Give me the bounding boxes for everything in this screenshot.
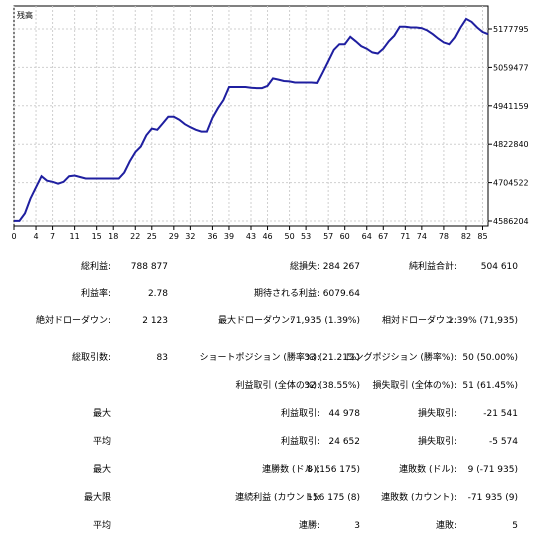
balance-chart: 残高 5177795505947749411594822840470452245… — [11, 5, 529, 241]
max-consecutive-wins-value: 8 (156 175) — [307, 465, 360, 475]
rel-drawdown-value: 1.39% (71,935) — [448, 316, 518, 326]
x-tick-label: 46 — [262, 232, 272, 241]
maximal-consecutive-loss-label: 連敗数 (カウント): — [381, 493, 457, 503]
max-drawdown-label: 最大ドローダウン: — [217, 316, 293, 326]
x-tick-label: 60 — [340, 232, 350, 241]
abs-drawdown-value: 2 123 — [142, 316, 168, 326]
x-axis-ticks: 0 4 7 11 15 18 22 25 29 32 36 39 43 46 50 53 57 60 64 67 71 7… — [11, 226, 488, 241]
maximal-consecutive-profit-label: 連続利益 (カウント): — [235, 493, 320, 503]
balance-series-line — [14, 17, 489, 222]
y-tick-label: 5177795 — [493, 25, 529, 34]
x-tick-label: 57 — [323, 232, 333, 241]
x-tick-label: 82 — [461, 232, 471, 241]
avg-loss-label: 損失取引: — [417, 437, 457, 447]
x-tick-label: 15 — [92, 232, 102, 241]
maximal-consecutive-loss-value: -71 935 (9) — [467, 493, 518, 503]
gross-loss-label: 総損失: — [289, 262, 320, 272]
row-average-label: 平均 — [92, 437, 111, 447]
maximal-consecutive-profit-value: 156 175 (8) — [307, 493, 360, 503]
avg-consecutive-losses-label: 連敗: — [435, 521, 457, 531]
x-tick-label: 32 — [185, 232, 195, 241]
avg-profit-label: 利益取引: — [280, 437, 320, 447]
x-tick-label: 71 — [400, 232, 410, 241]
gross-profit-label: 総利益: — [80, 262, 111, 272]
y-tick-label: 4586204 — [493, 217, 529, 226]
profit-factor-value: 2.78 — [147, 289, 168, 299]
x-tick-label: 25 — [147, 232, 157, 241]
x-tick-label: 36 — [207, 232, 217, 241]
x-tick-label: 50 — [284, 232, 294, 241]
x-tick-label: 53 — [301, 232, 311, 241]
loss-trades-label: 損失取引 (全体の%): — [372, 381, 457, 391]
row-maximal-label: 最大限 — [83, 493, 111, 503]
y-tick-label: 4941159 — [493, 102, 529, 111]
long-positions-value: 50 (50.00%) — [462, 353, 518, 363]
y-axis-ticks: 5177795 5059477 4941159 4822840 4704522 45862… — [488, 25, 529, 226]
largest-profit-value: 44 978 — [328, 409, 361, 419]
avg-consecutive-losses-value: 5 — [512, 521, 518, 531]
x-tick-label: 67 — [378, 232, 388, 241]
x-tick-label: 43 — [246, 232, 256, 241]
x-tick-label: 4 — [33, 232, 38, 241]
x-tick-label: 74 — [417, 232, 427, 241]
y-tick-label: 4822840 — [493, 140, 529, 149]
chart-title: 残高 — [17, 10, 33, 20]
x-tick-label: 29 — [169, 232, 179, 241]
x-tick-label: 22 — [130, 232, 140, 241]
short-positions-value: 33 (21.21%) — [304, 353, 360, 363]
expected-payoff-value: 6079.64 — [322, 289, 360, 299]
largest-profit-label: 利益取引: — [280, 409, 320, 419]
profit-trades-label: 利益取引 (全体の%): — [235, 381, 320, 391]
x-tick-label: 11 — [70, 232, 80, 241]
abs-drawdown-label: 絶対ドローダウン: — [35, 316, 111, 326]
total-trades-value: 83 — [156, 353, 168, 363]
net-profit-label: 純利益合計: — [408, 262, 457, 272]
row-largest-label: 最大 — [92, 409, 111, 419]
x-tick-label: 64 — [362, 232, 372, 241]
x-tick-label: 7 — [50, 232, 55, 241]
x-tick-label: 18 — [108, 232, 118, 241]
max-consecutive-losses-value: 9 (-71 935) — [467, 465, 518, 475]
rel-drawdown-label: 相対ドローダウン: — [381, 316, 457, 326]
expected-payoff-label: 期待される利益: — [253, 289, 320, 299]
long-positions-label: ロングポジション (勝率%): — [345, 353, 457, 363]
row-max-label: 最大 — [92, 465, 111, 475]
avg-loss-value: -5 574 — [488, 437, 518, 447]
x-tick-label: 78 — [439, 232, 449, 241]
loss-trades-value: 51 (61.45%) — [462, 381, 518, 391]
row-average2-label: 平均 — [92, 521, 111, 531]
y-tick-label: 4704522 — [493, 179, 529, 188]
x-tick-label: 0 — [11, 232, 16, 241]
y-tick-label: 5059477 — [493, 63, 529, 72]
avg-profit-value: 24 652 — [328, 437, 361, 447]
x-tick-label: 39 — [224, 232, 234, 241]
total-trades-label: 総取引数: — [71, 353, 111, 363]
gross-loss-value: 284 267 — [322, 262, 360, 272]
short-positions-label: ショートポジション (勝率%): — [199, 353, 320, 363]
avg-consecutive-wins-value: 3 — [354, 521, 360, 531]
gross-profit-value: 788 877 — [130, 262, 168, 272]
max-drawdown-value: 71,935 (1.39%) — [290, 316, 360, 326]
profit-factor-label: 利益率: — [80, 289, 111, 299]
net-profit-value: 504 610 — [480, 262, 518, 272]
largest-loss-value: -21 541 — [483, 409, 518, 419]
avg-consecutive-wins-label: 連勝: — [298, 521, 320, 531]
profit-trades-value: 32 (38.55%) — [304, 381, 360, 391]
max-consecutive-wins-label: 連勝数 (ドル): — [262, 465, 320, 475]
x-tick-label: 85 — [477, 232, 487, 241]
largest-loss-label: 損失取引: — [417, 409, 457, 419]
max-consecutive-losses-label: 連敗数 (ドル): — [399, 465, 457, 475]
